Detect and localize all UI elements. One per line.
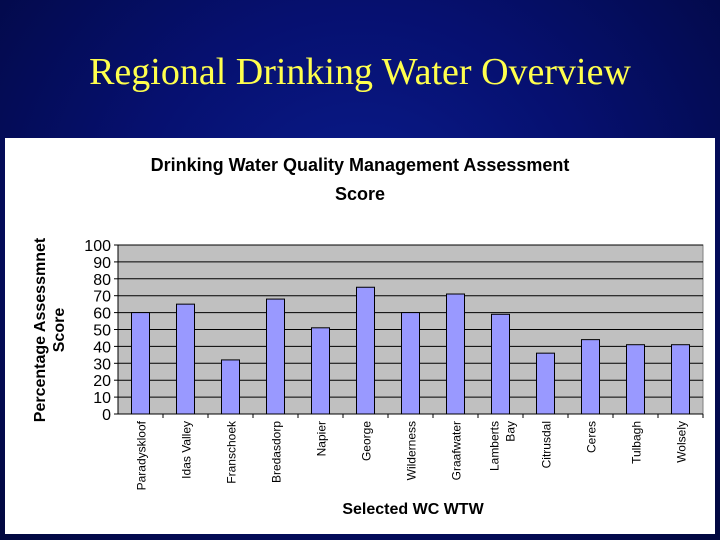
bar <box>581 339 600 415</box>
bar <box>221 359 240 415</box>
y-axis-label-line-2: Score <box>51 308 68 353</box>
y-axis-label-line-1: Percentage Assessmnet <box>32 237 49 422</box>
x-tick-label: Wilderness <box>405 421 419 480</box>
x-tick-label: Citrusdal <box>540 421 554 468</box>
x-tick-label: Tulbagh <box>630 421 644 464</box>
x-tick-label: Ceres <box>585 421 599 453</box>
chart-title-line-2: Score <box>335 184 385 204</box>
y-tick-label: 90 <box>93 255 111 272</box>
x-tick-label: Bay <box>504 421 518 442</box>
bar <box>266 298 285 415</box>
bar <box>536 352 555 415</box>
x-tick-label: George <box>360 421 374 461</box>
y-tick-label: 70 <box>93 289 111 306</box>
bar <box>356 286 375 415</box>
bar <box>671 344 690 415</box>
x-tick-label: Bredasdorp <box>270 421 284 483</box>
x-tick-label: Idas Valley <box>180 421 194 479</box>
y-tick-label: 80 <box>93 272 111 289</box>
bar <box>626 344 645 415</box>
y-tick-label: 50 <box>93 323 111 340</box>
bar <box>491 313 510 415</box>
x-tick-label: Lamberts <box>488 421 502 471</box>
x-axis-label: Selected WC WTW <box>342 501 484 518</box>
bar-chart: Drinking Water Quality Management Assess… <box>32 155 704 518</box>
chart-title-line-1: Drinking Water Quality Management Assess… <box>151 155 570 175</box>
y-tick-label: 40 <box>93 339 111 356</box>
y-tick-label: 100 <box>84 238 111 255</box>
bar <box>131 312 150 415</box>
y-tick-label: 30 <box>93 356 111 373</box>
bar <box>176 303 195 415</box>
x-tick-label: Paradyskloof <box>135 420 149 490</box>
bar <box>446 293 465 415</box>
y-tick-label: 0 <box>102 407 111 424</box>
y-tick-label: 20 <box>93 373 111 390</box>
x-tick-label: Graafwater <box>450 421 464 480</box>
y-tick-label: 60 <box>93 306 111 323</box>
chart-panel: Drinking Water Quality Management Assess… <box>5 138 715 534</box>
x-tick-label: Napier <box>315 421 329 456</box>
bar <box>311 327 330 415</box>
x-tick-label: Franschoek <box>225 420 239 484</box>
bar <box>401 312 420 415</box>
y-tick-label: 10 <box>93 390 111 407</box>
slide-title: Regional Drinking Water Overview <box>89 51 631 93</box>
x-tick-label: Wolsely <box>675 421 689 463</box>
